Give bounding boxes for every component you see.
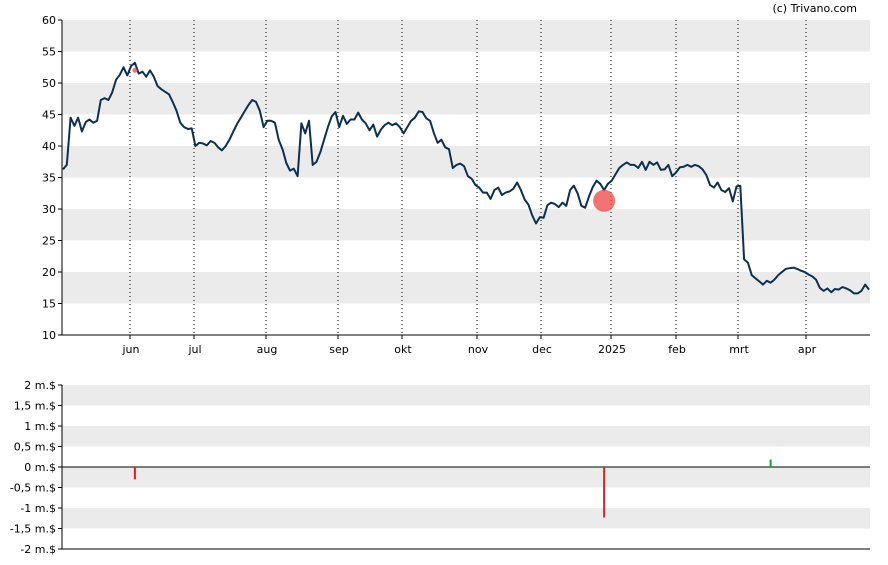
grid-band (62, 426, 870, 447)
x-tick-label: 2025 (598, 343, 626, 356)
price-line (62, 61, 870, 295)
y-tick-label: 10 (42, 329, 56, 342)
volume-chart: 2 m.$ 1,5 m.$ 1 m.$ 0,5 m.$ 0 m.$ -0,5 m.$ -1 … (10, 379, 870, 556)
y-tick-label: 2 m.$ (24, 379, 56, 392)
grid-band (62, 83, 870, 115)
price-chart: 60 55 50 45 40 35 30 25 20 15 10 jun jul aug sep okt nov… (42, 14, 870, 356)
x-tick-label: sep (329, 343, 348, 356)
y-tick-label: -1,5 m.$ (10, 523, 56, 536)
x-tick-label: dec (532, 343, 552, 356)
y-tick-label: 20 (42, 266, 56, 279)
grid-band (62, 272, 870, 304)
y-tick-label: 0 m.$ (24, 461, 56, 474)
y-tick-label: 1 m.$ (24, 420, 56, 433)
y-tick-label: 25 (42, 235, 56, 248)
grid-band (62, 20, 870, 52)
y-tick-label: -2 m.$ (20, 543, 56, 556)
price-grid-bands (62, 20, 870, 304)
y-tick-label: 30 (42, 203, 56, 216)
x-tick-label: jul (187, 343, 201, 356)
x-tick-label: apr (798, 343, 817, 356)
x-tick-label: feb (668, 343, 686, 356)
y-tick-label: -0,5 m.$ (10, 482, 56, 495)
y-tick-label: 15 (42, 298, 56, 311)
y-tick-label: 50 (42, 77, 56, 90)
x-tick-label: jun (122, 343, 140, 356)
grid-band (62, 209, 870, 241)
y-tick-label: 45 (42, 109, 56, 122)
x-tick-label: aug (257, 343, 278, 356)
x-tick-label: nov (468, 343, 489, 356)
y-tick-label: 35 (42, 172, 56, 185)
x-tick-label: mrt (729, 343, 749, 356)
price-vertical-gridlines (129, 20, 807, 335)
credit-text: (c) Trivano.com (772, 2, 857, 15)
grid-band (62, 508, 870, 529)
y-tick-label: -1 m.$ (20, 502, 56, 515)
trade-marker (593, 189, 616, 212)
grid-band (62, 467, 870, 488)
y-tick-label: 60 (42, 14, 56, 27)
y-tick-label: 55 (42, 46, 56, 59)
y-tick-label: 40 (42, 140, 56, 153)
x-tick-label: okt (394, 343, 412, 356)
trade-marker (132, 67, 138, 73)
grid-band (62, 385, 870, 406)
y-tick-label: 0,5 m.$ (14, 441, 56, 454)
y-tick-label: 1,5 m.$ (14, 400, 56, 413)
